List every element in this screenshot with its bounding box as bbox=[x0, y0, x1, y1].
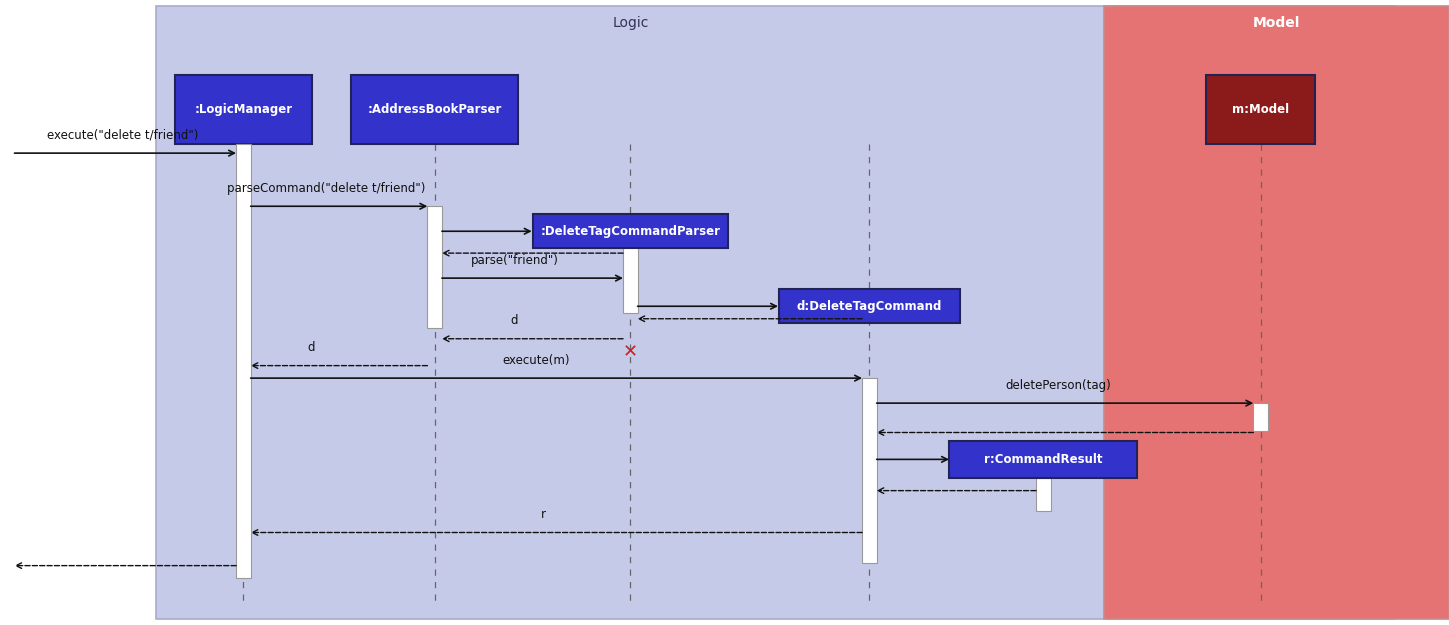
Text: :LogicManager: :LogicManager bbox=[194, 103, 293, 116]
Text: ✕: ✕ bbox=[623, 343, 638, 361]
Text: m:Model: m:Model bbox=[1232, 103, 1290, 116]
Bar bbox=[1253, 403, 1268, 431]
Text: :AddressBookParser: :AddressBookParser bbox=[368, 103, 501, 116]
Text: deletePerson(tag): deletePerson(tag) bbox=[1006, 379, 1110, 392]
Bar bbox=[949, 441, 1137, 478]
Text: Logic: Logic bbox=[611, 16, 649, 29]
Text: :DeleteTagCommandParser: :DeleteTagCommandParser bbox=[540, 225, 720, 238]
Text: d: d bbox=[510, 314, 519, 328]
Bar bbox=[1206, 75, 1316, 144]
Bar bbox=[175, 75, 313, 144]
Text: r: r bbox=[540, 508, 546, 521]
Text: Model: Model bbox=[1253, 16, 1300, 29]
Bar bbox=[862, 291, 877, 316]
Bar bbox=[1104, 6, 1449, 619]
Bar bbox=[862, 378, 877, 562]
Text: execute(m): execute(m) bbox=[503, 354, 569, 367]
Bar bbox=[623, 247, 638, 312]
Text: execute("delete t/friend"): execute("delete t/friend") bbox=[48, 129, 199, 142]
Bar bbox=[780, 289, 959, 324]
Bar bbox=[1036, 478, 1051, 511]
Text: parse("friend"): parse("friend") bbox=[471, 254, 558, 267]
Bar bbox=[532, 214, 727, 248]
Bar bbox=[351, 75, 519, 144]
Bar bbox=[236, 144, 251, 578]
Text: r:CommandResult: r:CommandResult bbox=[984, 453, 1103, 466]
Bar bbox=[156, 6, 1394, 619]
Text: d: d bbox=[307, 341, 316, 354]
Text: d:DeleteTagCommand: d:DeleteTagCommand bbox=[797, 300, 942, 312]
Bar bbox=[427, 206, 442, 328]
Text: parseCommand("delete t/friend"): parseCommand("delete t/friend") bbox=[227, 182, 425, 195]
